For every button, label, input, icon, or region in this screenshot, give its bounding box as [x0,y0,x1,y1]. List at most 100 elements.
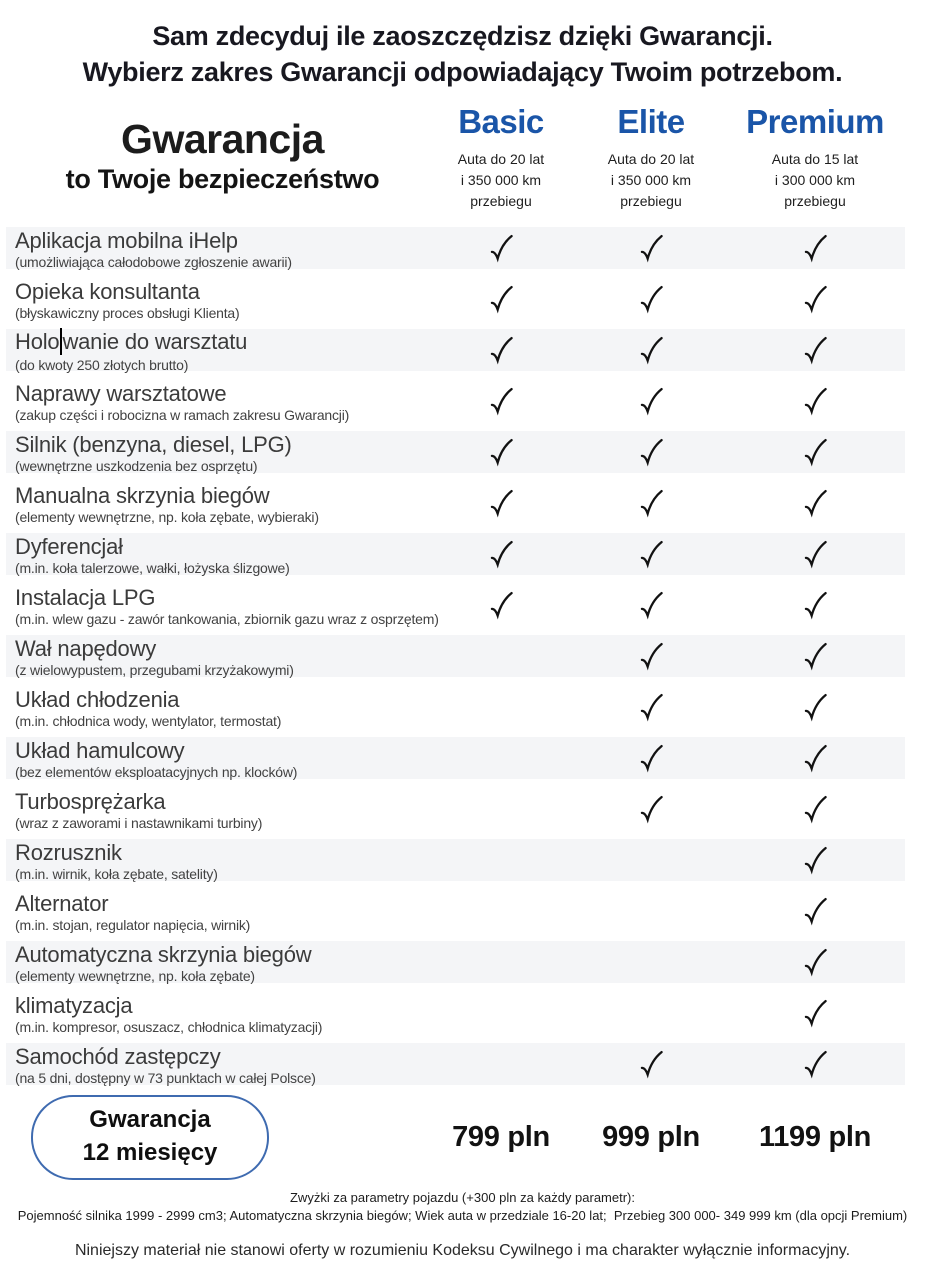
feature-label: Holo wanie do warsztatu (do kwoty 250 zło… [15,327,430,374]
feature-title: Aplikacja mobilna iHelp [15,228,238,253]
feature-subtitle: (m.in. wirnik, koła zębate, satelity) [15,866,218,882]
check-cell [730,683,900,734]
check-cell [430,938,572,989]
feature-subtitle: (umożliwiająca całodobowe zgłoszenie awa… [15,254,292,270]
intro-line-2: Wybierz zakres Gwarancji odpowiadający T… [82,57,843,87]
check-icon [804,897,827,926]
check-cell [730,428,900,479]
feature-subtitle: (wewnętrzne uszkodzenia bez osprzętu) [15,458,258,474]
plan-header-premium: Premium Auta do 15 lat i 300 000 km przebi… [730,100,900,212]
feature-label: Rozrusznik (m.in. wirnik, koła zębate, s… [15,840,430,883]
feature-subtitle: (m.in. koła talerzowe, wałki, łożyska śl… [15,560,290,576]
feature-label: Alternator (m.in. stojan, regulator napi… [15,891,430,934]
feature-title: Wał napędowy [15,636,157,661]
check-cell [572,683,730,734]
feature-label: Manualna skrzynia biegów (elementy wewnę… [15,483,430,526]
check-icon [490,438,513,467]
price-row: Gwarancja 12 miesięcy 799 pln 999 pln 1199… [0,1091,925,1183]
check-cell [572,581,730,632]
check-cell [430,1040,572,1091]
check-cell [572,785,730,836]
check-icon [640,1050,663,1079]
check-cell [430,785,572,836]
check-cell [572,326,730,377]
check-icon [640,234,663,263]
table-row: Naprawy warsztatowe (zakup części i robo… [0,377,925,428]
check-cell [430,734,572,785]
table-row: Opieka konsultanta (błyskawiczny proces … [0,275,925,326]
intro-header: Sam zdecyduj ile zaoszczędzisz dzięki Gw… [0,0,925,90]
check-cell [572,1040,730,1091]
feature-label: Układ hamulcowy (bez elementów eksploata… [15,738,430,781]
table-header: Gwarancja to Twoje bezpieczeństwo Basic … [0,100,925,224]
check-cell [572,734,730,785]
check-cell [730,275,900,326]
feature-label: Układ chłodzenia (m.in. chłodnica wody, … [15,687,430,730]
price-elite: 999 pln [602,1120,700,1153]
feature-title: Układ chłodzenia [15,687,180,712]
check-cell [430,428,572,479]
check-icon [804,234,827,263]
table-row: klimatyzacja (m.in. kompresor, osuszacz,… [0,989,925,1040]
feature-title: Układ hamulcowy [15,738,185,763]
check-cell [572,377,730,428]
table-row: Turbosprężarka (wraz z zaworami i nastaw… [0,785,925,836]
check-icon [640,438,663,467]
check-cell [430,683,572,734]
check-cell [572,989,730,1040]
plan-desc: Auta do 15 lat i 300 000 km przebiegu [771,151,859,209]
check-icon [640,795,663,824]
feature-title: Automatyczna skrzynia biegów [15,942,312,967]
check-icon [804,795,827,824]
table-row: Aplikacja mobilna iHelp (umożliwiająca c… [0,224,925,275]
check-icon [640,336,663,365]
feature-title: Holo wanie do warsztatu [15,327,248,355]
feature-subtitle: (na 5 dni, dostępny w 73 punktach w całe… [15,1070,316,1086]
feature-subtitle: (m.in. chłodnica wody, wentylator, termo… [15,713,282,729]
check-icon [804,846,827,875]
feature-title: Rozrusznik [15,840,122,865]
text-caret [60,327,63,355]
check-cell [572,224,730,275]
table-row: Automatyczna skrzynia biegów (elementy w… [0,938,925,989]
feature-label: klimatyzacja (m.in. kompresor, osuszacz,… [15,993,430,1036]
feature-subtitle: (elementy wewnętrzne, np. koła zębate) [15,968,255,984]
check-cell [572,479,730,530]
plan-header-basic: Basic Auta do 20 lat i 350 000 km przebieg… [430,100,572,212]
surcharge-note-1: Zwyżki za parametry pojazdu (+300 pln za… [289,1190,635,1205]
check-cell [430,377,572,428]
price-basic: 799 pln [452,1120,550,1153]
check-icon [490,489,513,518]
plan-name: Basic [458,103,544,140]
check-cell [430,530,572,581]
plan-header-elite: Elite Auta do 20 lat i 350 000 km przebieg… [572,100,730,212]
check-cell [430,887,572,938]
feature-subtitle: (do kwoty 250 złotych brutto) [15,356,189,373]
duration-line-1: Gwarancja [89,1105,211,1133]
table-row: Holo wanie do warsztatu (do kwoty 250 zło… [0,326,925,377]
check-cell [730,224,900,275]
check-icon [804,999,827,1028]
table-row: Instalacja LPG (m.in. wlew gazu - zawór … [0,581,925,632]
feature-label: Turbosprężarka (wraz z zaworami i nastaw… [15,789,430,832]
check-cell [572,428,730,479]
feature-rows: Aplikacja mobilna iHelp (umożliwiająca c… [0,224,925,1091]
feature-subtitle: (błyskawiczny proces obsługi Klienta) [15,305,240,321]
check-cell [430,632,572,683]
check-cell [730,1040,900,1091]
check-cell [572,275,730,326]
price-premium: 1199 pln [758,1120,872,1153]
check-icon [640,387,663,416]
check-icon [804,693,827,722]
feature-label: Automatyczna skrzynia biegów (elementy w… [15,942,430,985]
feature-title: Turbosprężarka [15,789,166,814]
check-icon [640,540,663,569]
check-cell [730,377,900,428]
check-cell [572,938,730,989]
feature-subtitle: (wraz z zaworami i nastawnikami turbiny) [15,815,263,831]
table-title: Gwarancja [121,116,324,162]
check-cell [730,632,900,683]
check-cell [730,581,900,632]
feature-title: Opieka konsultanta [15,279,200,304]
